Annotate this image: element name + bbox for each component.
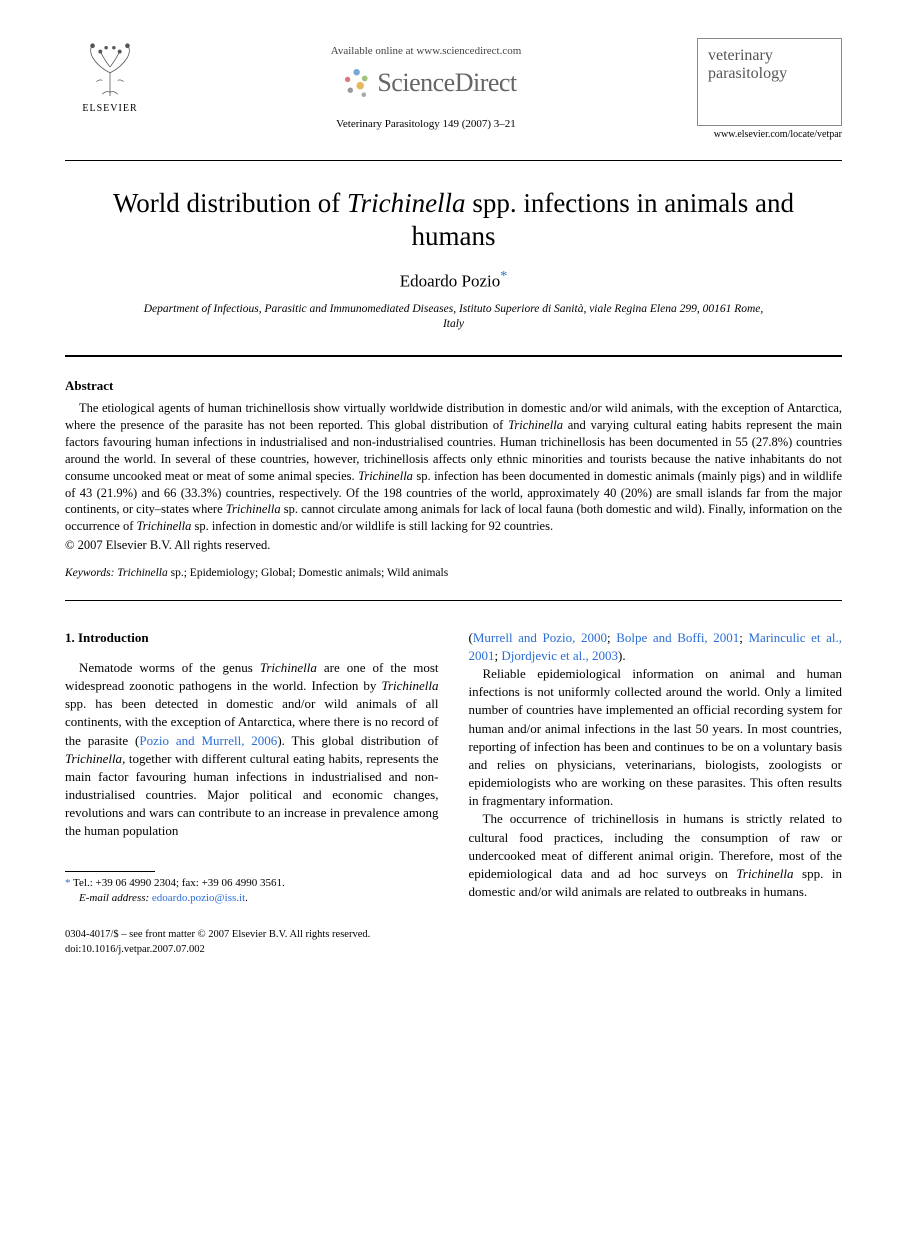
author-name: Edoardo Pozio bbox=[400, 272, 501, 291]
sciencedirect-text: ScienceDirect bbox=[377, 65, 516, 100]
ip1a: Nematode worms of the genus bbox=[79, 660, 260, 675]
ref-pozio-murrell-2006[interactable]: Pozio and Murrell, 2006 bbox=[139, 733, 277, 748]
available-online-text: Available online at www.sciencedirect.co… bbox=[331, 44, 522, 59]
refs-close: ). bbox=[618, 648, 626, 663]
email-label: E-mail address: bbox=[79, 892, 149, 904]
footnote-contact: * Tel.: +39 06 4990 2304; fax: +39 06 49… bbox=[65, 876, 439, 891]
ref-bolpe-boffi-2001[interactable]: Bolpe and Boffi, 2001 bbox=[616, 630, 739, 645]
title-post: spp. infections in animals and humans bbox=[412, 188, 795, 252]
footnote-email-line: E-mail address: edoardo.pozio@iss.it. bbox=[65, 891, 439, 906]
keywords-line: Keywords: Trichinella sp.; Epidemiology;… bbox=[65, 566, 842, 582]
ref-murrell-pozio-2000[interactable]: Murrell and Pozio, 2000 bbox=[473, 630, 607, 645]
corresponding-footnote: * Tel.: +39 06 4990 2304; fax: +39 06 49… bbox=[65, 876, 439, 907]
elsevier-tree-icon bbox=[79, 38, 141, 100]
keywords-label: Keywords: bbox=[65, 567, 114, 579]
ip1i1: Trichinella bbox=[260, 660, 317, 675]
col2-refs: (Murrell and Pozio, 2000; Bolpe and Boff… bbox=[469, 629, 843, 665]
author-line: Edoardo Pozio* bbox=[65, 268, 842, 294]
header-row: ELSEVIER Available online at www.science… bbox=[65, 38, 842, 152]
rule-top bbox=[65, 160, 842, 161]
copyright-line: © 2007 Elsevier B.V. All rights reserved… bbox=[65, 537, 842, 554]
journal-url[interactable]: www.elsevier.com/locate/vetpar bbox=[697, 128, 842, 142]
body-columns: 1. Introduction Nematode worms of the ge… bbox=[65, 629, 842, 907]
journal-name-line2: parasitology bbox=[708, 65, 831, 83]
email-link[interactable]: edoardo.pozio@iss.it bbox=[152, 892, 245, 904]
affiliation: Department of Infectious, Parasitic and … bbox=[135, 302, 772, 333]
footer-doi: doi:10.1016/j.vetpar.2007.07.002 bbox=[65, 943, 842, 958]
abs-p1e: sp. infection in domestic and/or wildlif… bbox=[191, 519, 553, 533]
rule-abstract-bottom bbox=[65, 600, 842, 601]
intro-p1: Nematode worms of the genus Trichinella … bbox=[65, 659, 439, 841]
journal-box-wrap: veterinary parasitology www.elsevier.com… bbox=[697, 38, 842, 152]
email-trail: . bbox=[245, 892, 248, 904]
intro-heading: 1. Introduction bbox=[65, 629, 439, 647]
page: ELSEVIER Available online at www.science… bbox=[0, 0, 907, 1003]
journal-cover-box: veterinary parasitology bbox=[697, 38, 842, 126]
author-corresponding-marker[interactable]: * bbox=[500, 269, 507, 284]
col2-p3: The occurrence of trichinellosis in huma… bbox=[469, 810, 843, 901]
kw-ital: Trichinella bbox=[117, 567, 167, 579]
footnote-rule bbox=[65, 871, 155, 872]
rule-abstract-top bbox=[65, 355, 842, 357]
ip1i3: Trichinella bbox=[65, 751, 122, 766]
ref-djordjevic-2003[interactable]: Djordjevic et al., 2003 bbox=[501, 648, 618, 663]
col2-p2: Reliable epidemiological information on … bbox=[469, 665, 843, 811]
ip1d: ). This global distribution of bbox=[277, 733, 438, 748]
abs-i4: Trichinella bbox=[136, 519, 191, 533]
column-left: 1. Introduction Nematode worms of the ge… bbox=[65, 629, 439, 907]
abstract-block: Abstract The etiological agents of human… bbox=[65, 377, 842, 582]
publisher-logo-block: ELSEVIER bbox=[65, 38, 155, 116]
abstract-heading: Abstract bbox=[65, 377, 842, 395]
column-right: (Murrell and Pozio, 2000; Bolpe and Boff… bbox=[469, 629, 843, 907]
sep2: ; bbox=[739, 630, 748, 645]
abs-i2: Trichinella bbox=[358, 469, 413, 483]
sciencedirect-icon bbox=[335, 65, 371, 101]
ip1e: , together with different cultural eatin… bbox=[65, 751, 439, 839]
sep1: ; bbox=[607, 630, 616, 645]
footer-line1: 0304-4017/$ – see front matter © 2007 El… bbox=[65, 928, 842, 943]
citation-line: Veterinary Parasitology 149 (2007) 3–21 bbox=[336, 117, 516, 132]
kw-rest: sp.; Epidemiology; Global; Domestic anim… bbox=[168, 567, 448, 579]
journal-name-line1: veterinary bbox=[708, 47, 831, 65]
center-header: Available online at www.sciencedirect.co… bbox=[155, 38, 697, 132]
title-italic: Trichinella bbox=[347, 188, 466, 218]
ip1i2: Trichinella bbox=[381, 678, 438, 693]
page-footer: 0304-4017/$ – see front matter © 2007 El… bbox=[65, 928, 842, 957]
c2p3i1: Trichinella bbox=[736, 866, 793, 881]
sciencedirect-logo: ScienceDirect bbox=[335, 65, 516, 101]
article-title: World distribution of Trichinella spp. i… bbox=[105, 187, 802, 255]
abs-i1: Trichinella bbox=[508, 418, 563, 432]
footnote-contact-text: Tel.: +39 06 4990 2304; fax: +39 06 4990… bbox=[71, 877, 285, 889]
title-pre: World distribution of bbox=[113, 188, 347, 218]
abs-i3: Trichinella bbox=[226, 502, 281, 516]
elsevier-name: ELSEVIER bbox=[82, 102, 137, 116]
abstract-text: The etiological agents of human trichine… bbox=[65, 400, 842, 535]
